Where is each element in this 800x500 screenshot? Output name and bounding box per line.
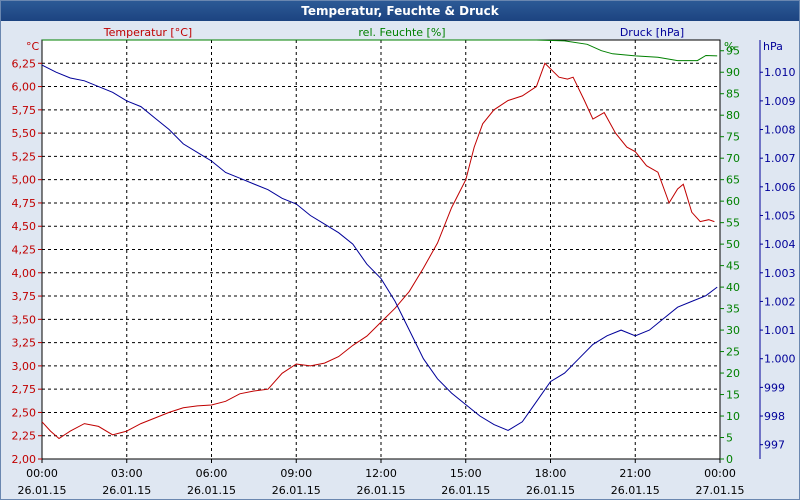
temperature-tick-label: 3,25 — [12, 337, 37, 350]
axes: 00:00 26.01.15 03:00 26.01.15 06:00 26.01.15 0… — [12, 40, 796, 497]
temperature-tick-label: 3,50 — [12, 313, 37, 326]
series — [41, 39, 718, 440]
humidity-tick-label: 25 — [726, 346, 740, 359]
temperature-tick-label: 4,00 — [12, 267, 37, 280]
pressure-tick-label: 1.001 — [764, 324, 796, 337]
x-tick-date: 26.01.15 — [18, 484, 67, 497]
x-tick-date: 26.01.15 — [526, 484, 575, 497]
x-tick-time: 12:00 — [365, 467, 397, 480]
pressure-tick-label: 1.009 — [764, 95, 796, 108]
humidity-tick-label: 20 — [726, 367, 740, 380]
temperature-tick-label: 3,00 — [12, 360, 37, 373]
humidity-series-line — [42, 39, 718, 62]
x-tick-date: 26.01.15 — [441, 484, 490, 497]
humidity-tick-label: 60 — [726, 195, 740, 208]
x-tick-date: 27.01.15 — [696, 484, 745, 497]
humidity-tick-label: 40 — [726, 281, 740, 294]
temperature-tick-label: 5,50 — [12, 127, 37, 140]
pressure-tick-label: 998 — [764, 410, 785, 423]
x-tick-time: 00:00 — [704, 467, 736, 480]
temperature-tick-label: 4,50 — [12, 220, 37, 233]
humidity-tick-label: 5 — [726, 432, 733, 445]
humidity-tick-label: 75 — [726, 131, 740, 144]
window-title: Temperatur, Feuchte & Druck — [1, 1, 799, 21]
temperature-tick-label: 5,25 — [12, 150, 37, 163]
temperature-unit: °C — [26, 40, 40, 53]
pressure-unit: hPa — [763, 40, 783, 53]
pressure-axis-label: Druck [hPa] — [620, 26, 684, 39]
humidity-tick-label: 65 — [726, 174, 740, 187]
temperature-tick-label: 4,25 — [12, 244, 37, 257]
temperature-tick-label: 6,25 — [12, 57, 37, 70]
humidity-tick-label: 45 — [726, 260, 740, 273]
pressure-tick-label: 1.008 — [764, 124, 796, 137]
pressure-tick-label: 1.002 — [764, 295, 796, 308]
temperature-tick-label: 6,00 — [12, 81, 37, 94]
temperature-tick-label: 2,75 — [12, 383, 37, 396]
humidity-tick-label: 30 — [726, 324, 740, 337]
temperature-tick-label: 5,00 — [12, 174, 37, 187]
x-tick-time: 15:00 — [450, 467, 482, 480]
x-tick-date: 26.01.15 — [357, 484, 406, 497]
humidity-tick-label: 85 — [726, 88, 740, 101]
humidity-axis-label: rel. Feuchte [%] — [358, 26, 445, 39]
pressure-tick-label: 1.006 — [764, 181, 796, 194]
pressure-tick-label: 1.000 — [764, 353, 796, 366]
temperature-tick-label: 3,75 — [12, 290, 37, 303]
temperature-tick-label: 2,00 — [12, 453, 37, 466]
humidity-tick-label: 0 — [726, 453, 733, 466]
humidity-tick-label: 95 — [726, 45, 740, 58]
temperature-axis-label: Temperatur [°C] — [103, 26, 192, 39]
pressure-tick-label: 1.005 — [764, 209, 796, 222]
pressure-tick-label: 1.007 — [764, 152, 796, 165]
pressure-tick-label: 999 — [764, 381, 785, 394]
x-tick-time: 18:00 — [535, 467, 567, 480]
humidity-unit: % — [724, 40, 734, 53]
temperature-series-line — [41, 62, 715, 440]
temperature-tick-label: 2,25 — [12, 430, 37, 443]
humidity-tick-label: 70 — [726, 152, 740, 165]
x-tick-date: 26.01.15 — [187, 484, 236, 497]
pressure-tick-label: 1.003 — [764, 267, 796, 280]
pressure-tick-label: 997 — [764, 439, 785, 452]
temperature-tick-label: 4,75 — [12, 197, 37, 210]
x-tick-time: 06:00 — [196, 467, 228, 480]
grid — [42, 40, 720, 459]
pressure-series-line — [41, 64, 718, 431]
humidity-tick-label: 90 — [726, 66, 740, 79]
x-tick-time: 09:00 — [280, 467, 312, 480]
humidity-tick-label: 50 — [726, 238, 740, 251]
pressure-tick-label: 1.010 — [764, 66, 796, 79]
pressure-tick-label: 1.004 — [764, 238, 796, 251]
humidity-tick-label: 15 — [726, 389, 740, 402]
temperature-tick-label: 5,75 — [12, 104, 37, 117]
humidity-tick-label: 80 — [726, 109, 740, 122]
x-tick-time: 03:00 — [111, 467, 143, 480]
x-tick-date: 26.01.15 — [102, 484, 151, 497]
humidity-tick-label: 55 — [726, 217, 740, 230]
x-tick-date: 26.01.15 — [272, 484, 321, 497]
x-tick-time: 21:00 — [619, 467, 651, 480]
humidity-tick-label: 35 — [726, 303, 740, 316]
x-tick-date: 26.01.15 — [611, 484, 660, 497]
x-tick-time: 00:00 — [26, 467, 58, 480]
temperature-tick-label: 2,50 — [12, 406, 37, 419]
humidity-tick-label: 10 — [726, 410, 740, 423]
